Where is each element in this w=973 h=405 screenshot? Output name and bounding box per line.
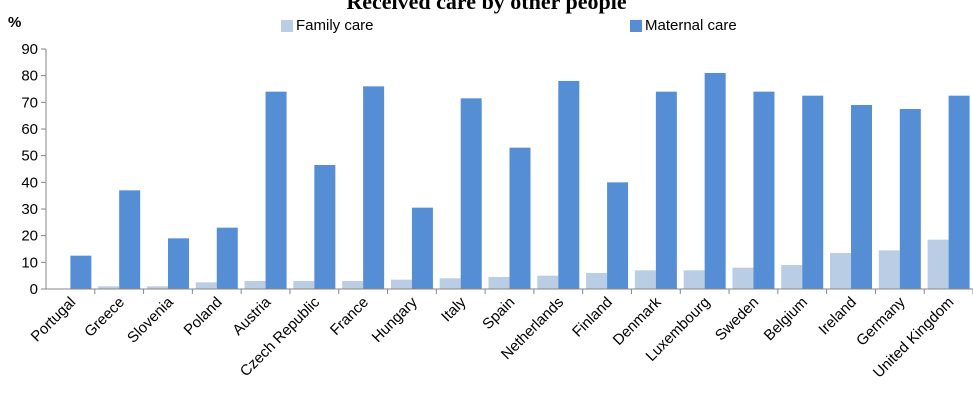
x-tick-label-italy: Italy (438, 293, 470, 325)
bar-family-care-italy (439, 278, 461, 289)
legend-label-family-care: Family care (296, 17, 374, 34)
y-tick-label-40: 40 (21, 174, 38, 191)
x-tick-label-greece: Greece (81, 294, 128, 341)
bar-family-care-greece (98, 286, 120, 289)
y-tick-label-80: 80 (21, 68, 38, 85)
bar-maternal-care-portugal (70, 255, 92, 289)
bar-maternal-care-ireland (851, 105, 873, 289)
bar-maternal-care-netherlands (558, 81, 580, 289)
y-tick-label-0: 0 (30, 281, 38, 298)
bar-family-care-czech-republic (293, 281, 315, 289)
bar-family-care-austria (244, 281, 266, 289)
bar-family-care-spain (488, 277, 510, 289)
x-tick-label-poland: Poland (181, 294, 226, 339)
bar-maternal-care-spain (509, 147, 531, 289)
bar-maternal-care-denmark (655, 91, 677, 290)
x-tick-label-belgium: Belgium (761, 294, 811, 344)
bar-family-care-netherlands (537, 275, 559, 289)
bar-maternal-care-italy (460, 98, 482, 289)
bar-maternal-care-poland (216, 227, 238, 289)
x-tick-label-spain: Spain (479, 294, 518, 333)
x-tick-label-france: France (327, 294, 372, 339)
y-tick-label-20: 20 (21, 228, 38, 245)
bar-family-care-france (342, 281, 364, 289)
bar-maternal-care-luxembourg (704, 73, 726, 289)
bar-family-care-finland (586, 273, 608, 289)
bar-maternal-care-slovenia (167, 238, 189, 289)
y-tick-label-30: 30 (21, 201, 38, 218)
legend-swatch-maternal-care (630, 19, 642, 32)
x-tick-label-ireland: Ireland (815, 294, 859, 338)
x-tick-label-hungary: Hungary (369, 293, 421, 345)
y-tick-label-90: 90 (21, 41, 38, 58)
y-tick-label-50: 50 (21, 148, 38, 165)
bar-maternal-care-greece (119, 190, 141, 289)
bar-family-care-denmark (634, 270, 656, 289)
x-tick-label-slovenia: Slovenia (124, 293, 177, 346)
bar-maternal-care-finland (607, 182, 629, 289)
y-tick-label-10: 10 (21, 254, 38, 271)
bar-maternal-care-belgium (802, 95, 824, 290)
bar-maternal-care-united-kingdom (948, 95, 970, 290)
x-tick-label-austria: Austria (229, 293, 274, 338)
legend-item-family-care: Family care (281, 17, 374, 34)
bar-maternal-care-czech-republic (314, 165, 336, 289)
bar-family-care-slovenia (146, 286, 168, 289)
bar-family-care-germany (878, 250, 900, 289)
chart-title: Received care by other people (346, 0, 627, 14)
bar-family-care-united-kingdom (927, 239, 949, 289)
bar-maternal-care-sweden (753, 91, 775, 290)
x-tick-label-finland: Finland (569, 294, 616, 341)
bar-family-care-poland (195, 282, 217, 289)
bar-family-care-hungary (390, 279, 412, 289)
legend-swatch-family-care (281, 19, 293, 32)
x-tick-label-portugal: Portugal (28, 294, 80, 346)
legend-label-maternal-care: Maternal care (645, 17, 737, 34)
bar-family-care-sweden (732, 267, 754, 289)
y-axis-unit-label: % (8, 14, 22, 31)
y-tick-label-60: 60 (21, 121, 38, 138)
y-tick-label-70: 70 (21, 94, 38, 111)
bar-maternal-care-hungary (411, 207, 433, 289)
bar-maternal-care-germany (899, 109, 921, 289)
x-tick-label-sweden: Sweden (712, 294, 762, 344)
bar-family-care-ireland (830, 253, 852, 289)
bar-maternal-care-france (363, 86, 385, 289)
legend-item-maternal-care: Maternal care (630, 17, 737, 34)
bar-maternal-care-austria (265, 91, 287, 290)
bar-family-care-belgium (781, 265, 803, 289)
bar-family-care-luxembourg (683, 270, 705, 289)
